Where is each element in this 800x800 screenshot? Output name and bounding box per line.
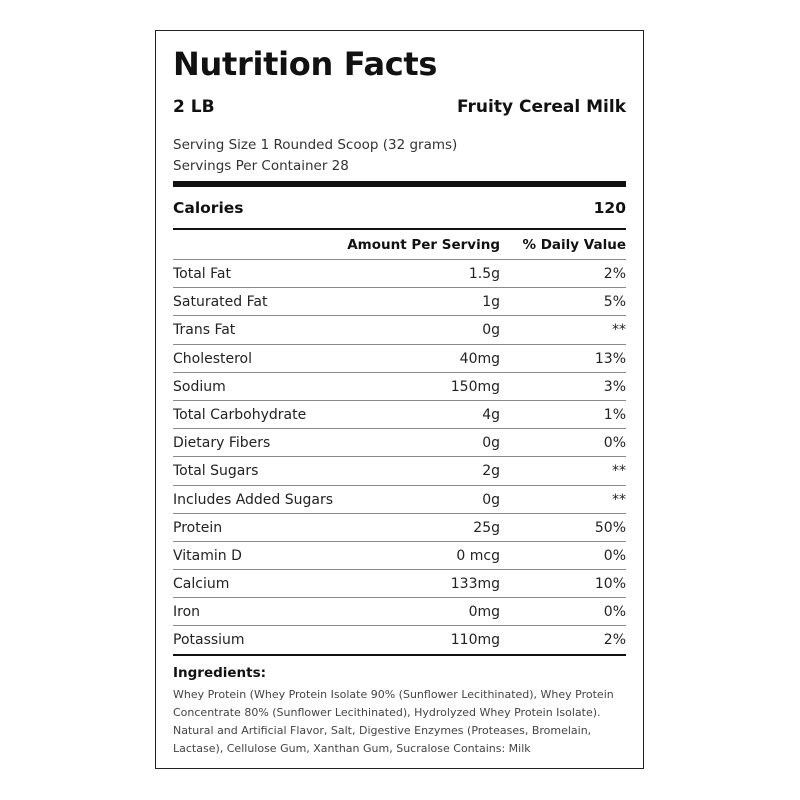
nutrient-row: Protein 25g 50% bbox=[173, 512, 626, 541]
nutrient-amount: 150mg bbox=[450, 378, 500, 395]
nutrient-daily-value: 5% bbox=[603, 294, 626, 311]
nutrient-daily-value: 1% bbox=[603, 406, 626, 423]
nutrient-daily-value: 50% bbox=[594, 519, 626, 536]
nutrient-amount: 25g bbox=[473, 519, 500, 536]
nutrient-amount: 0 mcg bbox=[456, 547, 500, 564]
nutrient-amount: 0g bbox=[482, 322, 500, 339]
nutrient-name: Protein bbox=[173, 519, 223, 536]
nutrient-daily-value: 0% bbox=[603, 604, 626, 621]
nutrient-row: Calcium 133mg 10% bbox=[173, 569, 626, 597]
nutrient-daily-value: ** bbox=[612, 322, 626, 339]
nutrient-daily-value: ** bbox=[612, 491, 626, 508]
servings-per-container: Servings Per Container 28 bbox=[173, 158, 349, 174]
nutrient-amount: 1.5g bbox=[468, 266, 500, 282]
flavor-name: Fruity Cereal Milk bbox=[457, 97, 626, 117]
nutrient-amount: 0g bbox=[482, 435, 500, 452]
nutrient-amount: 4g bbox=[482, 406, 500, 423]
header-daily-value: % Daily Value bbox=[522, 237, 626, 253]
serving-info: Serving Size 1 Rounded Scoop (32 grams) … bbox=[173, 135, 457, 177]
nutrient-name: Total Fat bbox=[173, 266, 231, 282]
nutrient-amount: 40mg bbox=[459, 350, 500, 367]
nutrient-amount: 2g bbox=[482, 463, 500, 480]
ingredients-text: Whey Protein (Whey Protein Isolate 90% (… bbox=[173, 688, 614, 755]
nutrient-row: Cholesterol 40mg 13% bbox=[173, 343, 626, 372]
nutrient-amount: 133mg bbox=[450, 576, 500, 593]
nutrient-name: Vitamin D bbox=[173, 547, 242, 564]
calories-value: 120 bbox=[593, 199, 626, 217]
nutrient-name: Sodium bbox=[173, 378, 226, 395]
header-amount-per-serving: Amount Per Serving bbox=[347, 237, 500, 253]
nutrient-daily-value: ** bbox=[612, 463, 626, 480]
nutrient-row: Total Carbohydrate 4g 1% bbox=[173, 399, 626, 428]
nutrient-daily-value: 0% bbox=[603, 547, 626, 564]
nutrient-name: Includes Added Sugars bbox=[173, 491, 334, 508]
nutrient-table: Total Fat 1.5g 2% Saturated Fat 1g 5% Trans Fa… bbox=[173, 259, 626, 654]
panel-title: Nutrition Facts bbox=[173, 45, 438, 83]
ingredients-title: Ingredients: bbox=[173, 665, 267, 681]
serving-size: Serving Size 1 Rounded Scoop (32 grams) bbox=[173, 137, 458, 153]
nutrient-amount: 110mg bbox=[450, 632, 500, 649]
nutrient-daily-value: 0% bbox=[603, 435, 626, 452]
nutrient-row: Total Fat 1.5g 2% bbox=[173, 259, 626, 287]
nutrient-row: Vitamin D 0 mcg 0% bbox=[173, 540, 626, 569]
nutrient-row: Iron 0mg 0% bbox=[173, 597, 626, 625]
nutrient-amount: 1g bbox=[482, 294, 500, 311]
table-header: Amount Per Serving % Daily Value bbox=[173, 235, 626, 257]
nutrient-row: Includes Added Sugars 0g ** bbox=[173, 484, 626, 513]
nutrient-row: Trans Fat 0g ** bbox=[173, 315, 626, 343]
nutrient-row: Dietary Fibers 0g 0% bbox=[173, 428, 626, 456]
nutrient-name: Potassium bbox=[173, 632, 245, 649]
medium-divider bbox=[173, 228, 626, 230]
nutrient-row: Potassium 110mg 2% bbox=[173, 625, 626, 653]
nutrient-row: Saturated Fat 1g 5% bbox=[173, 287, 626, 315]
thick-divider bbox=[173, 181, 626, 187]
nutrient-name: Cholesterol bbox=[173, 350, 253, 367]
nutrient-daily-value: 2% bbox=[603, 266, 626, 282]
nutrient-row: Total Sugars 2g ** bbox=[173, 456, 626, 484]
nutrient-name: Saturated Fat bbox=[173, 294, 268, 311]
calories-label: Calories bbox=[173, 199, 244, 217]
bottom-divider bbox=[173, 654, 626, 656]
nutrient-daily-value: 10% bbox=[594, 576, 626, 593]
nutrient-daily-value: 3% bbox=[603, 378, 626, 395]
nutrient-name: Trans Fat bbox=[173, 322, 236, 339]
nutrient-name: Iron bbox=[173, 604, 201, 621]
nutrition-facts-panel: Nutrition Facts 2 LB Fruity Cereal Milk … bbox=[155, 30, 644, 769]
nutrient-amount: 0g bbox=[482, 491, 500, 508]
nutrient-daily-value: 13% bbox=[594, 350, 626, 367]
nutrient-row: Sodium 150mg 3% bbox=[173, 371, 626, 400]
nutrient-name: Total Carbohydrate bbox=[173, 406, 307, 423]
nutrient-name: Total Sugars bbox=[173, 463, 259, 480]
nutrient-daily-value: 2% bbox=[603, 632, 626, 649]
nutrient-name: Calcium bbox=[173, 576, 230, 593]
package-size: 2 LB bbox=[173, 97, 215, 117]
nutrient-amount: 0mg bbox=[468, 604, 500, 621]
nutrient-name: Dietary Fibers bbox=[173, 435, 271, 452]
